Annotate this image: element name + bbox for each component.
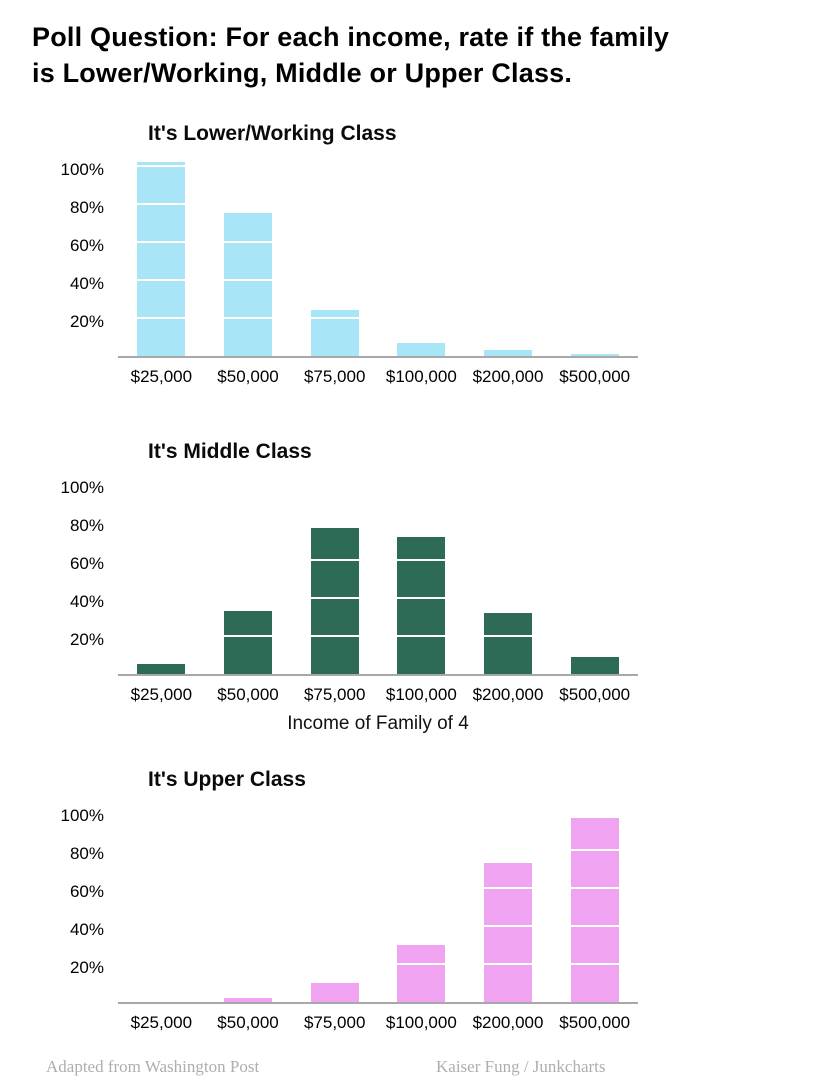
x-tick-label: $200,000 [472,685,544,705]
gridline-80 [118,203,638,206]
plot-area [118,476,638,677]
bar-chart-1: It's Middle Class 20% 40% 60% 80% 100% $25,000… [0,439,822,735]
author-credit: Kaiser Fung / Junkcharts [436,1057,606,1077]
y-tick-label: 40% [69,274,104,294]
gridline-20 [118,317,638,320]
y-tick-label: 60% [69,236,104,256]
page-title-line2: is Lower/Working, Middle or Upper Class. [32,57,573,88]
x-axis: $25,000 $50,000 $75,000 $100,000 $200,000 $50… [118,1013,638,1033]
y-tick-label: 40% [69,920,104,940]
x-tick-label: $500,000 [559,367,631,387]
x-tick-label: $25,000 [130,367,193,387]
x-tick-label: $75,000 [303,367,366,387]
chart-body: 20% 40% 60% 80% 100% [0,476,822,678]
bar-0-0 [137,162,185,357]
bar-2-3 [397,945,445,1003]
bar-1-5 [571,657,619,675]
page-title-line1: Poll Question: For each income, rate if … [32,22,670,52]
y-tick-label: 20% [69,312,104,332]
chart-title: It's Upper Class [148,768,306,792]
gridline-20 [118,963,638,966]
x-tick-label: $25,000 [130,1013,193,1033]
gridline-100 [118,165,638,168]
plot-area [118,804,638,1005]
x-tick-label: $100,000 [385,1013,457,1033]
footer: Adapted from Washington Post Kaiser Fung… [0,1057,822,1081]
source-credit: Adapted from Washington Post [46,1057,260,1077]
bar-2-4 [484,863,532,1003]
x-tick-label: $200,000 [472,1013,544,1033]
gridline-40 [118,925,638,928]
gridline-80 [118,849,638,852]
y-axis: 20% 40% 60% 80% 100% [0,158,118,360]
y-tick-label: 100% [60,478,104,498]
x-tick-label: $500,000 [559,1013,631,1033]
chart-body: 20% 40% 60% 80% 100% [0,804,822,1006]
x-tick-label: $200,000 [472,367,544,387]
bar-2-1 [224,998,272,1003]
y-tick-label: 100% [60,806,104,826]
bar-1-3 [397,537,445,675]
y-tick-label: 80% [69,198,104,218]
bar-1-2 [311,528,359,675]
bar-0-5 [571,354,619,357]
x-tick-label: $50,000 [217,367,279,387]
y-tick-label: 40% [69,592,104,612]
bar-chart-2: It's Upper Class 20% 40% 60% 80% 100% $25,000 $… [0,767,822,1033]
bar-1-1 [224,611,272,675]
gridline-100 [118,483,638,486]
charts-container: It's Lower/Working Class 20% 40% 60% 80% 100%… [0,121,822,1033]
bar-0-3 [397,343,445,357]
y-tick-label: 100% [60,160,104,180]
bar-2-5 [571,818,619,1003]
bar-1-4 [484,613,532,675]
bar-0-4 [484,350,532,357]
gridline-60 [118,887,638,890]
page-title: Poll Question: For each income, rate if … [32,20,822,91]
gridline-100 [118,811,638,814]
bar-chart-0: It's Lower/Working Class 20% 40% 60% 80% 100%… [0,121,822,387]
y-tick-label: 80% [69,844,104,864]
bar-1-0 [137,664,185,675]
x-tick-label: $25,000 [130,685,193,705]
bar-2-2 [311,983,359,1003]
x-axis: $25,000 $50,000 $75,000 $100,000 $200,000 $50… [118,367,638,387]
gridline-80 [118,521,638,524]
x-tick-label: $100,000 [385,367,457,387]
y-axis: 20% 40% 60% 80% 100% [0,804,118,1006]
chart-body: 20% 40% 60% 80% 100% [0,158,822,360]
x-axis-title: Income of Family of 4 [287,713,469,735]
y-tick-label: 20% [69,958,104,978]
x-tick-label: $75,000 [303,1013,366,1033]
x-tick-label: $50,000 [217,1013,279,1033]
x-tick-label: $75,000 [303,685,366,705]
gridline-60 [118,559,638,562]
y-tick-label: 80% [69,516,104,536]
x-tick-label: $50,000 [217,685,279,705]
y-tick-label: 60% [69,882,104,902]
gridline-20 [118,635,638,638]
chart-title: It's Middle Class [148,440,312,464]
x-axis: $25,000 $50,000 $75,000 $100,000 $200,000 $50… [118,685,638,705]
plot-area [118,158,638,359]
x-tick-label: $500,000 [559,685,631,705]
gridline-40 [118,279,638,282]
chart-title: It's Lower/Working Class [148,122,397,146]
gridline-60 [118,241,638,244]
y-axis: 20% 40% 60% 80% 100% [0,476,118,678]
y-tick-label: 20% [69,630,104,650]
gridline-40 [118,597,638,600]
y-tick-label: 60% [69,554,104,574]
x-tick-label: $100,000 [385,685,457,705]
bar-0-1 [224,213,272,357]
